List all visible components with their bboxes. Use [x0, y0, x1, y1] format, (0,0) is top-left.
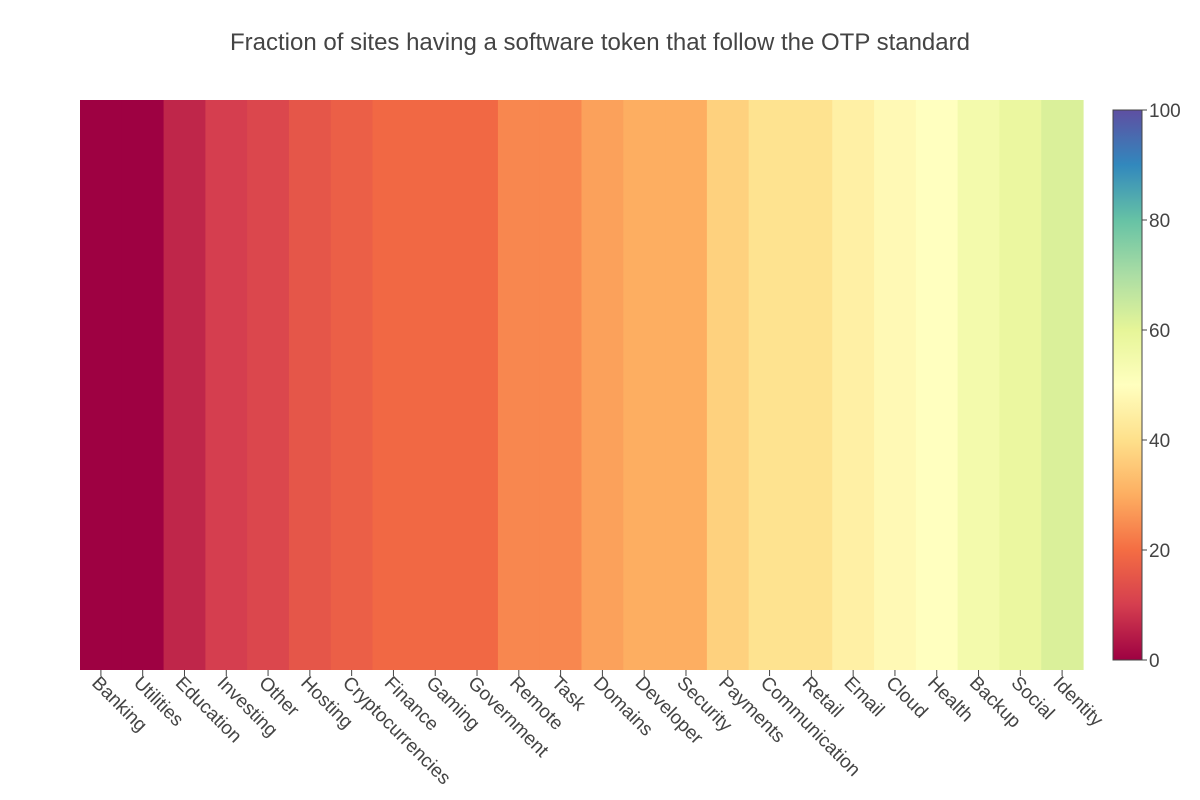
heatmap-cell-payments: [706, 100, 750, 670]
heatmap-cells: [80, 100, 1084, 670]
colorbar-tick-label: 40: [1149, 431, 1170, 452]
chart-title: Fraction of sites having a software toke…: [230, 29, 970, 56]
heatmap-cell-backup: [957, 100, 1001, 670]
heatmap-cell-task: [539, 100, 583, 670]
heatmap-cell-retail: [790, 100, 833, 670]
heatmap-cell-email: [832, 100, 875, 670]
colorbar-ticks: 0 20 40 60 80 100: [1142, 101, 1181, 672]
colorbar-tick-label: 60: [1149, 321, 1170, 342]
heatmap-cell-investing: [205, 100, 248, 670]
heatmap-cell-communication: [748, 100, 792, 670]
heatmap-cell-social: [999, 100, 1042, 670]
colorbar-gradient: [1112, 109, 1143, 661]
heatmap-cell-domains: [581, 100, 624, 670]
heatmap-cell-banking: [80, 100, 123, 670]
heatmap-cell-finance: [372, 100, 415, 670]
x-tick-label: Health: [923, 673, 977, 727]
heatmap-cell-health: [915, 100, 959, 670]
colorbar: 0 20 40 60 80 100: [1112, 101, 1181, 672]
colorbar-tick-label: 100: [1149, 101, 1181, 122]
heatmap-cell-security: [665, 100, 708, 670]
colorbar-tick-label: 80: [1149, 211, 1170, 232]
colorbar-tick-label: 20: [1149, 541, 1170, 562]
heatmap-cell-other: [247, 100, 290, 670]
heatmap-cell-hosting: [288, 100, 332, 670]
x-axis: BankingUtilitiesEducationInvestingOtherH…: [87, 670, 1107, 789]
x-tick-label: Email: [840, 673, 888, 721]
heatmap-cell-identity: [1041, 100, 1084, 670]
heatmap-cell-utilities: [121, 100, 165, 670]
colorbar-tick-label: 0: [1149, 651, 1160, 672]
x-tick-label: Identity: [1049, 673, 1108, 732]
heatmap-cell-developer: [623, 100, 666, 670]
x-tick-label: Cloud: [881, 673, 931, 723]
heatmap-cell-gaming: [414, 100, 457, 670]
heatmap-cell-remote: [497, 100, 541, 670]
heatmap-cell-cryptocurrencies: [330, 100, 374, 670]
heatmap-cell-government: [456, 100, 499, 670]
heatmap-cell-education: [163, 100, 206, 670]
heatmap-cell-cloud: [874, 100, 917, 670]
